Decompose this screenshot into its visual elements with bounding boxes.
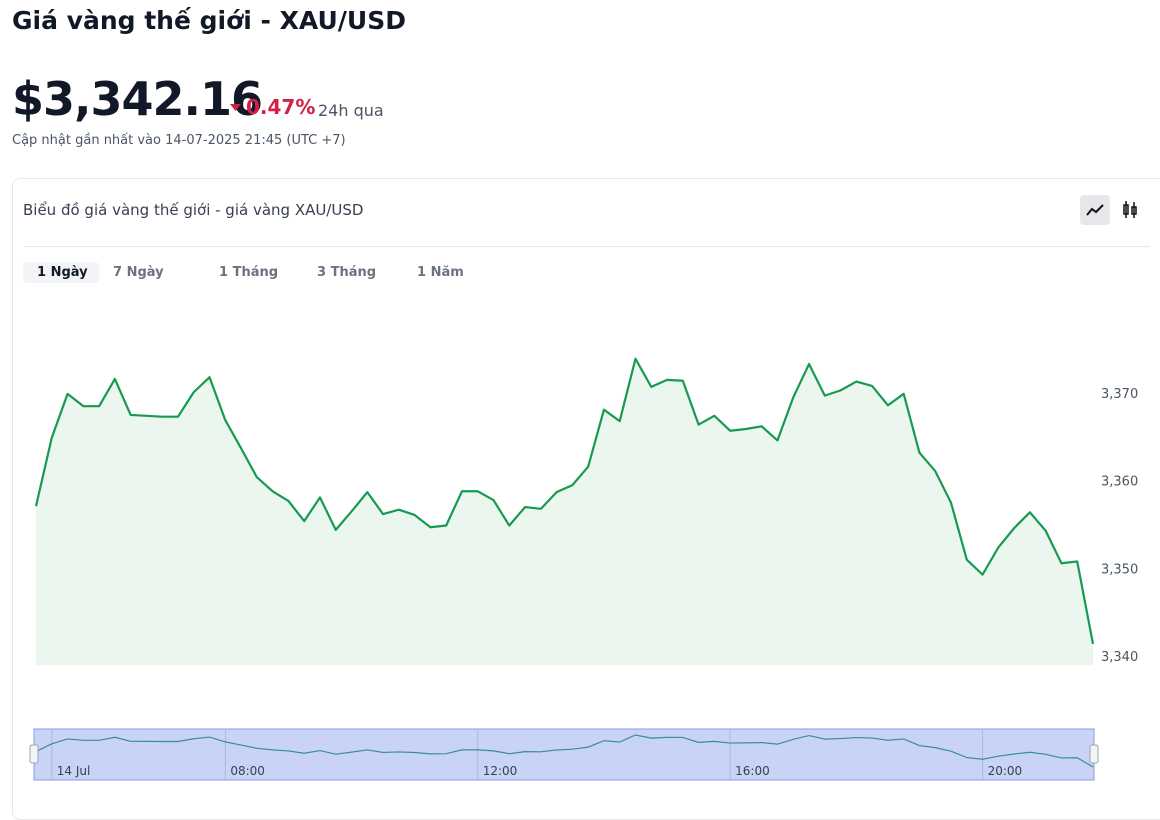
updated: Cập nhật gần nhất vào 14-07-2025 21:45 (… xyxy=(12,133,346,148)
x-tick-label: 08:00 xyxy=(230,764,265,778)
x-tick-label: 12:00 xyxy=(483,764,518,778)
page: Giá vàng thế giới - XAU/USD $3,342.16 0.… xyxy=(12,6,1160,820)
range-tab[interactable]: 1 Năm xyxy=(417,265,464,280)
area xyxy=(36,358,1093,665)
price: $3,342.16 xyxy=(12,72,263,126)
down-arrow xyxy=(230,104,241,111)
navigator-handle xyxy=(1089,744,1099,764)
chart: 3,340 3,350 3,360 3,370 14 Jul 08:00 12:00 16:0… xyxy=(29,357,1138,781)
range-tab[interactable]: 3 Tháng xyxy=(317,265,377,280)
page-title: Giá vàng thế giới - XAU/USD xyxy=(12,6,406,35)
period: 24h qua xyxy=(318,101,384,120)
x-tick-label: 16:00 xyxy=(735,764,770,778)
y-tick-label: 3,360 xyxy=(1101,475,1138,490)
range-tab[interactable]: 1 Ngày xyxy=(23,262,99,283)
line-view-button[interactable] xyxy=(1080,195,1110,225)
y-tick-label: 3,340 xyxy=(1101,650,1138,665)
candle-view-button[interactable] xyxy=(1115,195,1145,225)
navigator-handle xyxy=(29,744,39,764)
y-tick-label: 3,350 xyxy=(1101,562,1138,577)
navigator-line xyxy=(35,734,1094,768)
price-line xyxy=(34,357,1095,645)
change: 0.47% xyxy=(246,95,316,119)
x-tick-label: 14 Jul xyxy=(57,764,91,778)
separator xyxy=(24,246,1150,247)
card-title: Biểu đồ giá vàng thế giới - giá vàng XAU… xyxy=(23,201,364,219)
range-tab[interactable]: 1 Tháng xyxy=(219,265,279,280)
x-tick-label: 20:00 xyxy=(988,764,1023,778)
navigator xyxy=(33,728,1095,781)
range-tab[interactable]: 7 Ngày xyxy=(113,265,164,280)
y-tick-label: 3,370 xyxy=(1101,387,1138,402)
tabs: 1 Ngày 7 Ngày 1 Tháng 3 Tháng 1 Năm xyxy=(23,262,483,283)
